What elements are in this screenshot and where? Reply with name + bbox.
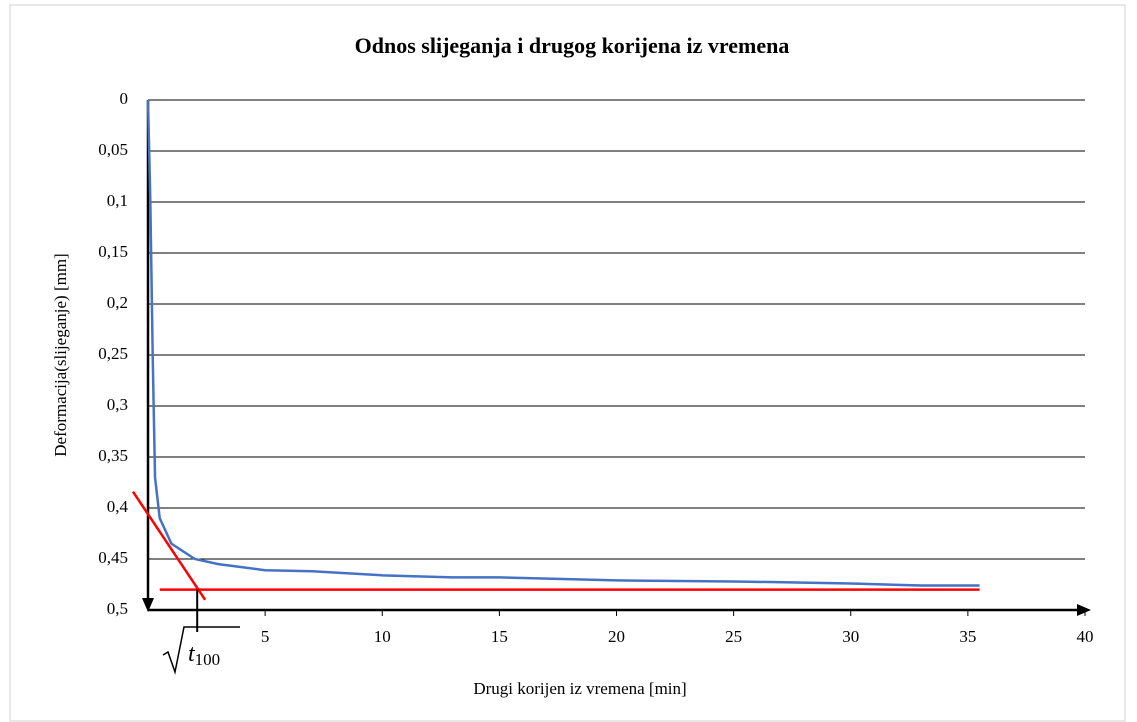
y-tick-label: 0 <box>120 89 129 108</box>
chart-title: Odnos slijeganja i drugog korijena iz vr… <box>355 33 790 58</box>
annotation-subscript: 100 <box>195 650 221 669</box>
line <box>146 99 980 587</box>
y-tick-label: 0,4 <box>107 497 129 516</box>
x-tick-label: 15 <box>491 627 508 646</box>
y-tick-label: 0,15 <box>98 242 128 261</box>
y-axis-arrow <box>142 598 154 612</box>
x-tick-label: 20 <box>608 627 625 646</box>
y-axis-label: Deformacija(slijeganje) [mm] <box>51 253 70 456</box>
y-tick-label: 0,5 <box>107 599 128 618</box>
x-tick-label: 25 <box>725 627 742 646</box>
y-tick-label: 0,3 <box>107 395 128 414</box>
y-tick-label: 0,35 <box>98 446 128 465</box>
x-tick-label: 10 <box>374 627 391 646</box>
annotation-label: t100 <box>188 641 220 669</box>
x-axis-label: Drugi korijen iz vremena [min] <box>473 679 686 698</box>
y-tick-label: 0,05 <box>98 140 128 159</box>
x-tick-label: 30 <box>842 627 859 646</box>
x-tick-label: 35 <box>959 627 976 646</box>
annotation-text: t <box>188 641 196 667</box>
line <box>131 490 207 601</box>
chart-frame <box>9 4 1126 722</box>
y-tick-label: 0,25 <box>98 344 128 363</box>
x-axis-arrow <box>1077 604 1091 616</box>
y-tick-label: 0,1 <box>107 191 128 210</box>
x-tick-label: 5 <box>261 627 270 646</box>
radical-sign <box>162 626 240 675</box>
x-tick-label: 40 <box>1077 627 1094 646</box>
y-tick-label: 0,2 <box>107 293 128 312</box>
y-tick-label: 0,45 <box>98 548 128 567</box>
